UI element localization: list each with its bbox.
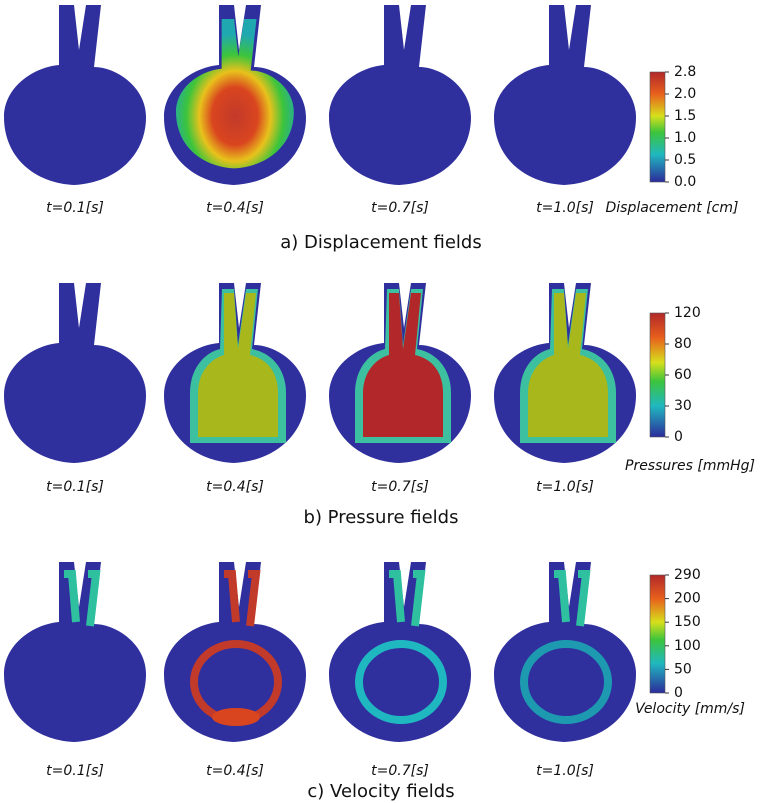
colorbar-tick-label: 120 (674, 305, 701, 321)
colorbar (649, 574, 666, 694)
heart-model (494, 562, 636, 742)
heart-body (4, 283, 146, 463)
colorbar-tick-label: 0.0 (674, 174, 696, 190)
heart-field (176, 19, 294, 169)
heart-field (363, 293, 443, 437)
colorbar-tick-label: 80 (674, 336, 692, 352)
heart-model (494, 283, 636, 463)
heart-model (4, 283, 146, 463)
heart-model (164, 562, 306, 742)
time-label: t=0.7[s] (371, 763, 429, 779)
shapes (4, 5, 636, 742)
colorbar-tick-label: 60 (674, 367, 692, 383)
heart-model (329, 562, 471, 742)
heart-model (494, 5, 636, 185)
heart-field (64, 570, 101, 627)
time-label: t=0.1[s] (46, 763, 104, 779)
heart-model (329, 283, 471, 463)
colorbar-title: Displacement [cm] (606, 200, 739, 216)
heart-field (520, 640, 612, 724)
time-label: t=1.0[s] (536, 200, 594, 216)
colorbar-tick-label: 290 (674, 567, 701, 583)
heart-model (4, 5, 146, 185)
time-label: t=0.1[s] (46, 479, 104, 495)
colorbar-tick-label: 0.5 (674, 152, 696, 168)
heart-body (494, 5, 636, 185)
colorbar (649, 71, 666, 183)
time-label: t=1.0[s] (536, 479, 594, 495)
heart-field (224, 570, 261, 627)
colorbar-tick-label: 2.8 (674, 64, 696, 80)
heart-field (554, 570, 591, 627)
caption: c) Velocity fields (307, 781, 454, 802)
heart-model (164, 5, 306, 185)
time-label: t=0.4[s] (206, 479, 264, 495)
colorbar-tick-label: 1.5 (674, 108, 696, 124)
heart-field (389, 570, 426, 627)
colorbar-tick-label: 150 (674, 614, 701, 630)
colorbar-tick-label: 0 (674, 685, 683, 701)
time-label: t=0.7[s] (371, 479, 429, 495)
heart-field (198, 293, 278, 437)
heart-model (329, 5, 471, 185)
heart-model (164, 283, 306, 463)
heart-body (329, 5, 471, 185)
time-label: t=0.1[s] (46, 200, 104, 216)
time-label: t=0.4[s] (206, 763, 264, 779)
time-label: t=1.0[s] (536, 763, 594, 779)
colorbar-tick-label: 50 (674, 661, 692, 677)
caption: a) Displacement fields (280, 232, 481, 253)
colorbar-title: Pressures [mmHg] (625, 458, 755, 474)
caption: b) Pressure fields (304, 507, 459, 528)
heart-field (212, 708, 260, 726)
colorbar-title: Velocity [mm/s] (635, 701, 745, 717)
heart-body (4, 5, 146, 185)
colorbar-tick-label: 100 (674, 638, 701, 654)
colorbar (649, 312, 666, 438)
time-label: t=0.7[s] (371, 200, 429, 216)
colorbar-tick-label: 30 (674, 398, 692, 414)
colorbar-tick-label: 200 (674, 591, 701, 607)
time-label: t=0.4[s] (206, 200, 264, 216)
heart-model (4, 562, 146, 742)
heart-field (528, 293, 608, 437)
colorbar-tick-label: 1.0 (674, 130, 696, 146)
colorbar-tick-label: 2.0 (674, 86, 696, 102)
heart-field (355, 640, 447, 724)
colorbar-tick-label: 0 (674, 429, 683, 445)
